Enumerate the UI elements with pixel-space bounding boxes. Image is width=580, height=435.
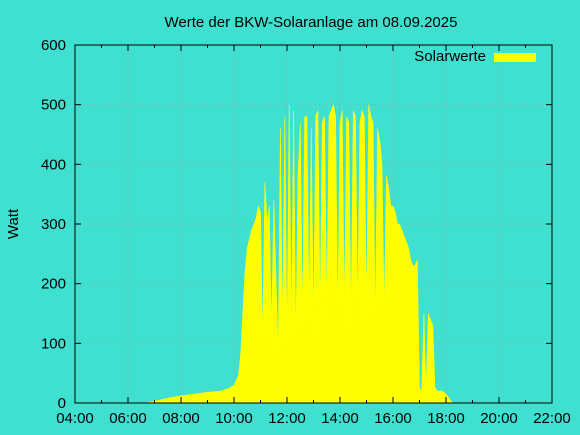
y-tick-label: 400	[41, 156, 66, 173]
x-tick-label: 22:00	[533, 410, 571, 427]
y-axis-label: Watt	[5, 208, 22, 239]
axis-ticks	[74, 44, 553, 404]
x-tick-label: 04:00	[56, 410, 94, 427]
legend-swatch	[494, 53, 536, 62]
series-area-solarwerte	[145, 103, 482, 404]
chart-title: Werte der BKW-Solaranlage am 08.09.2025	[165, 14, 458, 31]
x-tick-label: 18:00	[427, 410, 465, 427]
y-tick-labels: 0 100 200 300 400 500 600	[41, 37, 66, 412]
legend: Solarwerte	[414, 48, 536, 65]
y-tick-label: 500	[41, 97, 66, 114]
y-tick-label: 600	[41, 37, 66, 54]
x-tick-labels: 04:00 06:00 08:00 10:00 12:00 14:00 16:00 18:00…	[56, 410, 571, 427]
x-tick-label: 12:00	[268, 410, 306, 427]
y-tick-label: 200	[41, 276, 66, 293]
x-tick-label: 14:00	[321, 410, 359, 427]
y-tick-label: 100	[41, 335, 66, 352]
x-tick-label: 08:00	[162, 410, 200, 427]
x-tick-label: 10:00	[215, 410, 253, 427]
legend-label: Solarwerte	[414, 48, 486, 65]
y-tick-label: 300	[41, 216, 66, 233]
x-tick-label: 16:00	[374, 410, 412, 427]
y-tick-label: 0	[58, 395, 66, 412]
x-tick-label: 06:00	[109, 410, 147, 427]
x-tick-label: 20:00	[480, 410, 518, 427]
